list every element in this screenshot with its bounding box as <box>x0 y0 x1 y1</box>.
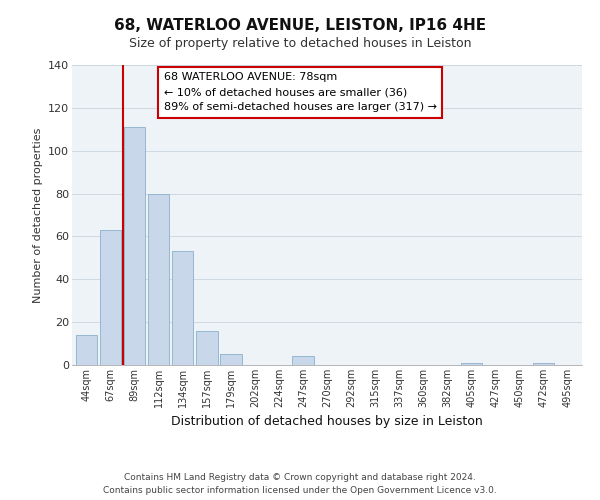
Bar <box>533 363 554 365</box>
Bar <box>220 354 242 365</box>
Text: 68 WATERLOO AVENUE: 78sqm
← 10% of detached houses are smaller (36)
89% of semi-: 68 WATERLOO AVENUE: 78sqm ← 10% of detac… <box>164 72 437 112</box>
Bar <box>76 335 97 365</box>
Text: Contains HM Land Registry data © Crown copyright and database right 2024.
Contai: Contains HM Land Registry data © Crown c… <box>103 473 497 495</box>
Bar <box>172 252 193 365</box>
X-axis label: Distribution of detached houses by size in Leiston: Distribution of detached houses by size … <box>171 416 483 428</box>
Bar <box>292 356 314 365</box>
Bar <box>124 127 145 365</box>
Text: 68, WATERLOO AVENUE, LEISTON, IP16 4HE: 68, WATERLOO AVENUE, LEISTON, IP16 4HE <box>114 18 486 32</box>
Bar <box>148 194 169 365</box>
Bar <box>100 230 121 365</box>
Bar <box>196 330 218 365</box>
Text: Size of property relative to detached houses in Leiston: Size of property relative to detached ho… <box>129 38 471 51</box>
Bar <box>461 363 482 365</box>
Y-axis label: Number of detached properties: Number of detached properties <box>32 128 43 302</box>
